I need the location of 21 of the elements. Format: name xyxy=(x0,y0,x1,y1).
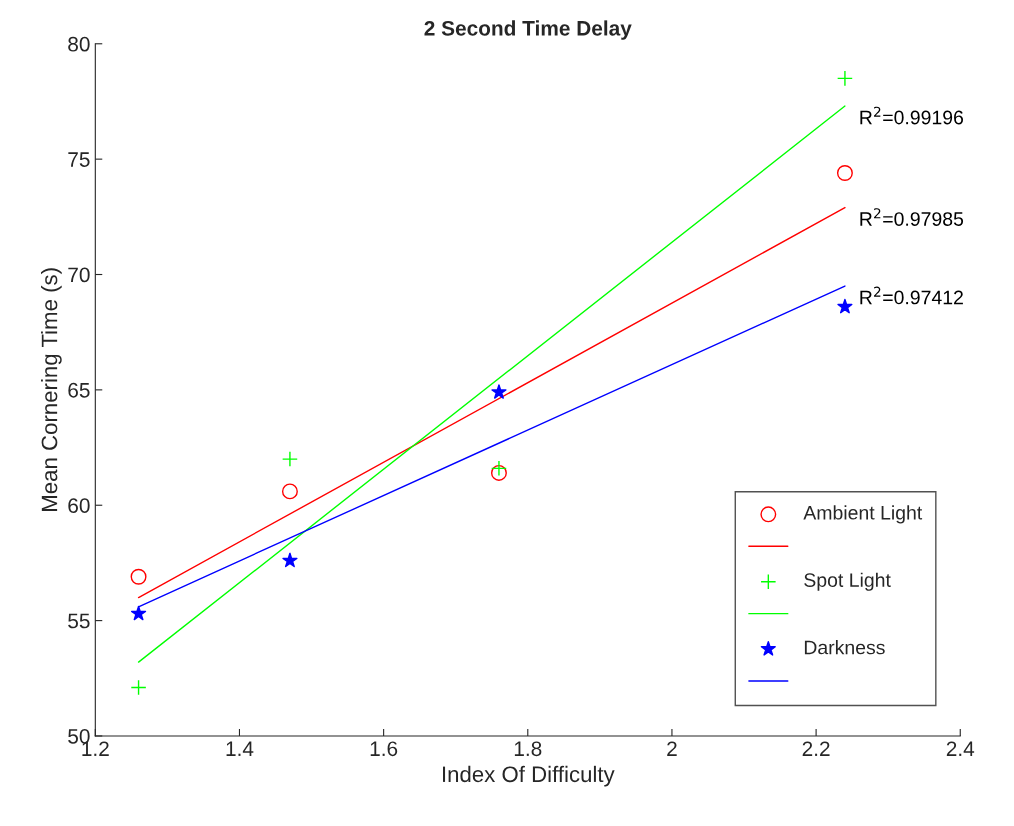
legend-label: Darkness xyxy=(804,640,885,655)
annotation: R$^{2}$=0.99196 xyxy=(860,106,964,125)
y-tick-label: 80 xyxy=(68,36,90,52)
annotation: R$^{2}$=0.97985 xyxy=(860,208,964,226)
annotation: R$^{2}$=0.97412 xyxy=(860,286,963,305)
x-tick-label: 1.8 xyxy=(514,741,542,757)
x-tick-label: 2 xyxy=(667,741,677,756)
x-tick-label: 1.6 xyxy=(370,741,398,757)
y-tick-label: 55 xyxy=(68,613,90,629)
y-tick-label: 75 xyxy=(68,152,90,167)
y-tick-label: 65 xyxy=(68,382,90,398)
x-tick-label: 2.4 xyxy=(946,741,975,756)
y-axis-title: Mean Cornering Time (s) xyxy=(41,268,62,511)
x-axis-title: Index Of Difficulty xyxy=(442,765,615,787)
x-tick-label: 1.4 xyxy=(226,741,254,756)
x-tick-label: 2.2 xyxy=(802,741,830,756)
chart-title: 2 Second Time Delay xyxy=(424,20,632,40)
legend-label: Spot Light xyxy=(804,572,891,591)
y-tick-label: 60 xyxy=(68,498,90,513)
y-tick-label: 70 xyxy=(68,267,90,283)
legend-label: Ambient Light xyxy=(803,505,923,524)
